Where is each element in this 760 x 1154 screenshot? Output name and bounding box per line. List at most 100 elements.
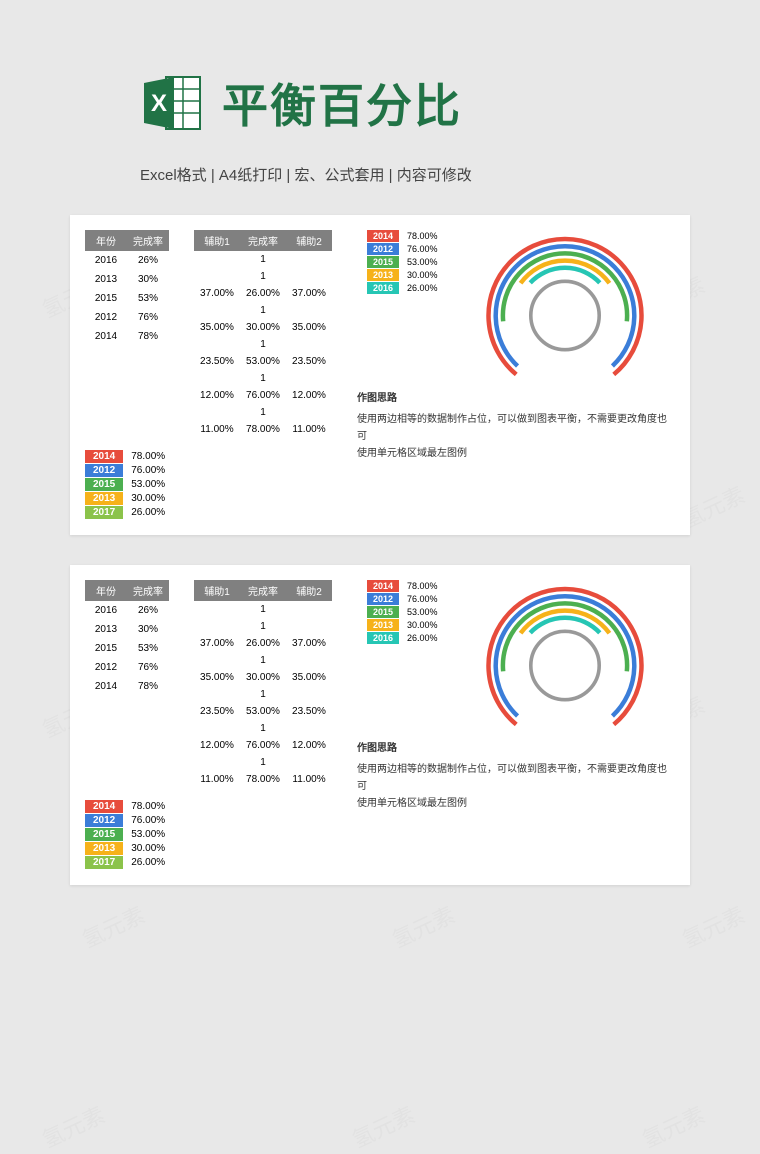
legend-value: 26.00% <box>131 507 165 518</box>
watermark: 氢元素 <box>636 1098 709 1154</box>
table-cell <box>194 754 240 771</box>
table-row: 1 <box>194 336 332 353</box>
table-cell: 1 <box>240 720 286 737</box>
legend-row: 201553.00% <box>85 478 675 491</box>
table-cell: 1 <box>240 404 286 421</box>
table-row: 1 <box>194 754 332 771</box>
table-cell: 2014 <box>85 677 127 696</box>
table-cell <box>194 686 240 703</box>
legend-badge: 2013 <box>85 842 123 855</box>
table-cell: 23.50% <box>286 703 332 720</box>
table-cell: 37.00% <box>194 285 240 302</box>
legend-badge: 2012 <box>85 814 123 827</box>
aux-table: 辅助1完成率辅助2 1137.00%26.00%37.00%135.00%30.… <box>194 580 332 788</box>
table-cell <box>194 404 240 421</box>
table-cell <box>194 251 240 268</box>
table-cell <box>286 268 332 285</box>
table-cell: 2016 <box>85 601 127 620</box>
table-cell: 78% <box>127 677 169 696</box>
table-header: 年份 <box>85 580 127 601</box>
legend-value: 30.00% <box>407 270 438 280</box>
table-row: 23.50%53.00%23.50% <box>194 353 332 370</box>
table-cell: 30% <box>127 620 169 639</box>
table-row: 201626% <box>85 251 169 270</box>
table-cell: 53% <box>127 639 169 658</box>
legend-row: 201330.00% <box>367 619 438 631</box>
legend-row: 201553.00% <box>85 828 675 841</box>
table-header: 完成率 <box>127 230 169 251</box>
table-row: 35.00%30.00%35.00% <box>194 669 332 686</box>
table-cell: 76.00% <box>240 737 286 754</box>
table-cell <box>286 618 332 635</box>
table-cell: 1 <box>240 652 286 669</box>
table-cell <box>286 686 332 703</box>
legend-row: 201553.00% <box>367 256 438 268</box>
table-cell: 35.00% <box>194 669 240 686</box>
table-row: 201330% <box>85 620 169 639</box>
legend-value: 78.00% <box>407 581 438 591</box>
table-row: 1 <box>194 601 332 618</box>
table-cell: 26% <box>127 601 169 620</box>
legend-row: 201626.00% <box>367 632 438 644</box>
legend-value: 78.00% <box>131 801 165 812</box>
chart-area: 201478.00%201276.00%201553.00%201330.00%… <box>357 230 675 438</box>
arc-chart <box>465 230 665 410</box>
aux-table: 辅助1完成率辅助2 1137.00%26.00%37.00%135.00%30.… <box>194 230 332 438</box>
legend-badge: 2012 <box>367 593 399 605</box>
legend-badge: 2013 <box>367 619 399 631</box>
watermark: 氢元素 <box>386 898 459 955</box>
table-cell: 1 <box>240 754 286 771</box>
table-row: 37.00%26.00%37.00% <box>194 285 332 302</box>
table-row: 1 <box>194 404 332 421</box>
table-cell: 35.00% <box>286 319 332 336</box>
desc-title: 作图思路 <box>357 390 675 407</box>
table-cell: 2016 <box>85 251 127 270</box>
table-cell: 35.00% <box>286 669 332 686</box>
table-row: 201626% <box>85 601 169 620</box>
legend-badge: 2013 <box>85 492 123 505</box>
legend-badge: 2015 <box>85 828 123 841</box>
legend-badge: 2015 <box>85 478 123 491</box>
table-cell <box>194 601 240 618</box>
year-table: 年份完成率 201626%201330%201553%201276%201478… <box>85 580 169 788</box>
legend-badge: 2015 <box>367 256 399 268</box>
table-cell <box>286 601 332 618</box>
legend-row: 201726.00% <box>85 856 675 869</box>
table-header: 辅助2 <box>286 580 332 601</box>
table-cell <box>194 268 240 285</box>
table-cell <box>286 302 332 319</box>
table-header: 辅助2 <box>286 230 332 251</box>
table-cell <box>286 404 332 421</box>
table-cell: 23.50% <box>194 353 240 370</box>
template-panel: 年份完成率 201626%201330%201553%201276%201478… <box>70 565 690 885</box>
legend-row: 201330.00% <box>85 492 675 505</box>
table-cell: 2012 <box>85 658 127 677</box>
legend-row: 201478.00% <box>367 230 438 242</box>
legend-row: 201478.00% <box>367 580 438 592</box>
legend-badge: 2012 <box>367 243 399 255</box>
table-header: 完成率 <box>240 580 286 601</box>
table-row: 201276% <box>85 658 169 677</box>
legend-badge: 2016 <box>367 632 399 644</box>
table-cell: 26.00% <box>240 285 286 302</box>
table-cell: 1 <box>240 336 286 353</box>
table-row: 1 <box>194 302 332 319</box>
table-cell: 1 <box>240 686 286 703</box>
legend-value: 76.00% <box>131 815 165 826</box>
year-table: 年份完成率 201626%201330%201553%201276%201478… <box>85 230 169 438</box>
template-panel: 年份完成率 201626%201330%201553%201276%201478… <box>70 215 690 535</box>
table-cell <box>286 754 332 771</box>
legend-badge: 2017 <box>85 856 123 869</box>
table-cell: 78.00% <box>240 421 286 438</box>
table-header: 年份 <box>85 230 127 251</box>
arc-chart <box>465 580 665 760</box>
table-cell <box>286 251 332 268</box>
table-cell: 76.00% <box>240 387 286 404</box>
table-row: 1 <box>194 268 332 285</box>
table-cell: 78.00% <box>240 771 286 788</box>
table-cell: 1 <box>240 601 286 618</box>
table-row: 201330% <box>85 270 169 289</box>
legend-badge: 2015 <box>367 606 399 618</box>
table-cell: 11.00% <box>286 421 332 438</box>
table-row: 201478% <box>85 677 169 696</box>
